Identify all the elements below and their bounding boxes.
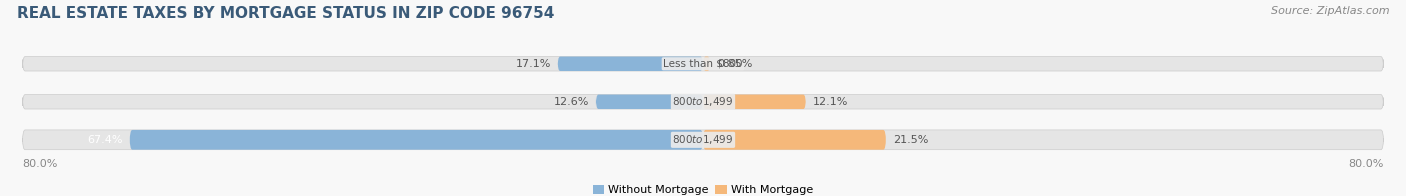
FancyBboxPatch shape <box>22 57 1384 71</box>
Text: Less than $800: Less than $800 <box>664 59 742 69</box>
FancyBboxPatch shape <box>703 130 886 150</box>
Text: 12.6%: 12.6% <box>554 97 589 107</box>
Text: $800 to $1,499: $800 to $1,499 <box>672 133 734 146</box>
Text: 21.5%: 21.5% <box>893 135 928 145</box>
FancyBboxPatch shape <box>22 95 1384 109</box>
FancyBboxPatch shape <box>558 57 703 71</box>
Text: 80.0%: 80.0% <box>22 159 58 169</box>
Text: $800 to $1,499: $800 to $1,499 <box>672 95 734 108</box>
FancyBboxPatch shape <box>703 57 710 71</box>
Text: 17.1%: 17.1% <box>516 59 551 69</box>
Text: REAL ESTATE TAXES BY MORTGAGE STATUS IN ZIP CODE 96754: REAL ESTATE TAXES BY MORTGAGE STATUS IN … <box>17 6 554 21</box>
Legend: Without Mortgage, With Mortgage: Without Mortgage, With Mortgage <box>593 185 813 195</box>
Text: 0.85%: 0.85% <box>717 59 752 69</box>
FancyBboxPatch shape <box>703 95 806 109</box>
Text: 80.0%: 80.0% <box>1348 159 1384 169</box>
Text: Source: ZipAtlas.com: Source: ZipAtlas.com <box>1271 6 1389 16</box>
Text: 12.1%: 12.1% <box>813 97 848 107</box>
FancyBboxPatch shape <box>129 130 703 150</box>
FancyBboxPatch shape <box>596 95 703 109</box>
Text: 67.4%: 67.4% <box>87 135 122 145</box>
FancyBboxPatch shape <box>22 130 1384 150</box>
